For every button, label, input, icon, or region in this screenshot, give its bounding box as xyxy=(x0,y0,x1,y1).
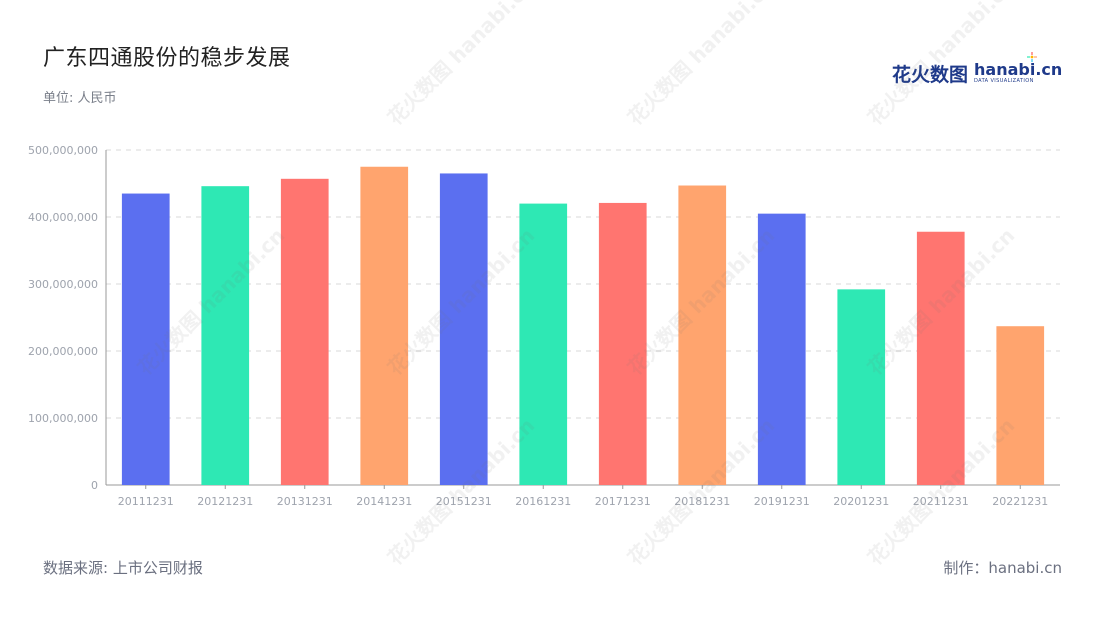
bar-20161231 xyxy=(519,203,568,485)
bar-20131231 xyxy=(280,178,329,485)
bar-20201231 xyxy=(837,289,886,485)
x-tick-label: 20201231 xyxy=(833,495,889,508)
x-tick-label: 20221231 xyxy=(992,495,1048,508)
y-tick-label: 0 xyxy=(91,479,98,492)
bar-20181231 xyxy=(678,185,727,485)
x-tick-label: 20121231 xyxy=(197,495,253,508)
x-tick-label: 20141231 xyxy=(356,495,412,508)
x-tick-label: 20111231 xyxy=(118,495,174,508)
bar-20141231 xyxy=(360,166,409,485)
y-tick-label: 200,000,000 xyxy=(28,345,98,358)
x-tick-label: 20151231 xyxy=(436,495,492,508)
y-tick-label: 500,000,000 xyxy=(28,144,98,157)
bar-20111231 xyxy=(121,193,170,486)
x-tick-label: 20181231 xyxy=(674,495,730,508)
chart-title: 广东四通股份的稳步发展 xyxy=(43,46,291,71)
data-source: 数据来源: 上市公司财报 xyxy=(43,559,203,577)
spark-icon xyxy=(1027,52,1037,62)
unit-label: 单位: 人民币 xyxy=(43,91,117,106)
logo-text-en: hanabi.cn xyxy=(974,60,1063,79)
brand-logo: 花火数图 hanabi.cn DATA VISUALIZATION xyxy=(892,52,1062,88)
credit-text: 制作：hanabi.cn xyxy=(943,559,1062,577)
y-tick-label: 100,000,000 xyxy=(28,412,98,425)
logo-subtitle: DATA VISUALIZATION xyxy=(974,78,1034,84)
y-tick-label: 400,000,000 xyxy=(28,211,98,224)
bar-20151231 xyxy=(439,173,488,485)
bar-20211231 xyxy=(916,231,965,485)
x-tick-label: 20211231 xyxy=(913,495,969,508)
bar-20121231 xyxy=(201,186,250,485)
x-tick-label: 20191231 xyxy=(754,495,810,508)
bar-20171231 xyxy=(598,202,647,485)
bar-20191231 xyxy=(757,213,806,485)
x-tick-label: 20131231 xyxy=(277,495,333,508)
logo-text-cn: 花火数图 xyxy=(892,64,969,86)
y-tick-label: 300,000,000 xyxy=(28,278,98,291)
x-tick-label: 20161231 xyxy=(515,495,571,508)
bar-20221231 xyxy=(996,326,1045,485)
x-tick-label: 20171231 xyxy=(595,495,651,508)
